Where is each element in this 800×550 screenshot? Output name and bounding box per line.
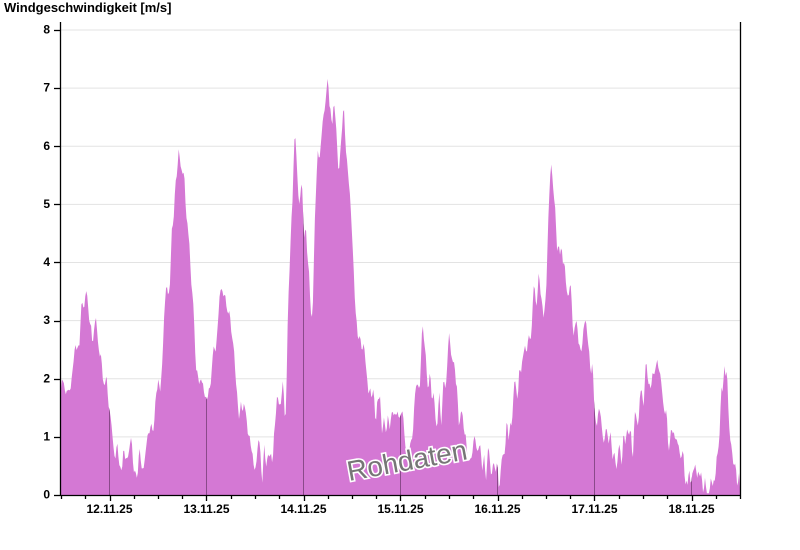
- svg-text:18.11.25: 18.11.25: [668, 502, 714, 516]
- svg-text:6: 6: [43, 139, 50, 153]
- svg-text:5: 5: [43, 197, 50, 211]
- svg-text:16.11.25: 16.11.25: [474, 502, 520, 516]
- svg-text:14.11.25: 14.11.25: [280, 502, 326, 516]
- svg-text:15.11.25: 15.11.25: [377, 502, 423, 516]
- svg-text:8: 8: [43, 23, 50, 37]
- svg-text:4: 4: [43, 255, 50, 269]
- svg-text:12.11.25: 12.11.25: [86, 502, 132, 516]
- svg-text:2: 2: [43, 371, 50, 385]
- svg-text:7: 7: [43, 81, 50, 95]
- svg-text:3: 3: [43, 313, 50, 327]
- svg-text:0: 0: [43, 488, 50, 502]
- svg-text:1: 1: [43, 429, 50, 443]
- svg-text:17.11.25: 17.11.25: [571, 502, 617, 516]
- svg-text:13.11.25: 13.11.25: [183, 502, 229, 516]
